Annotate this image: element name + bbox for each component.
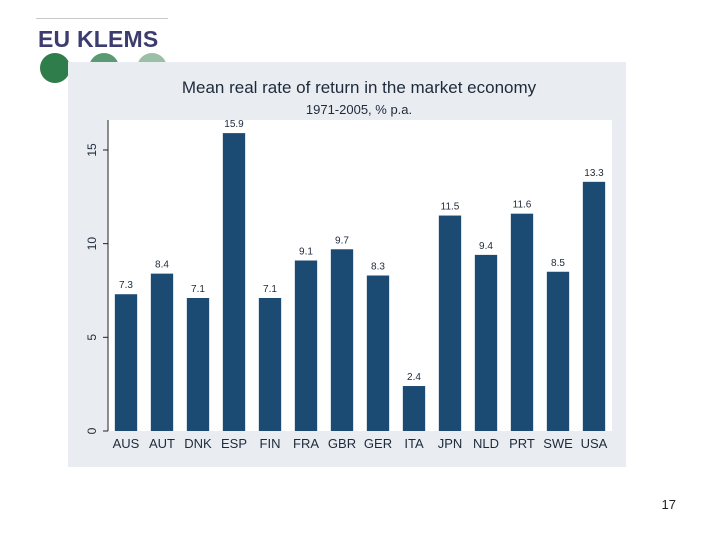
data-label: 8.3: [371, 262, 385, 273]
header-rule: [36, 18, 168, 19]
x-tick-label: GBR: [328, 436, 356, 451]
chart-subtitle: 1971-2005, % p.a.: [306, 102, 412, 117]
data-label: 8.5: [551, 258, 565, 269]
y-axis: 0 5 10 15: [85, 143, 108, 434]
x-tick-label: ITA: [404, 436, 424, 451]
chart-title: Mean real rate of return in the market e…: [182, 78, 537, 97]
y-tick-label: 10: [85, 237, 99, 251]
bar-chart: Mean real rate of return in the market e…: [85, 78, 612, 451]
x-tick-label: DNK: [184, 436, 212, 451]
plot-area: [108, 120, 612, 431]
bar-ger: [366, 275, 390, 431]
bar-aut: [150, 273, 174, 431]
data-label: 7.3: [119, 280, 133, 291]
x-tick-label: FRA: [293, 436, 319, 451]
x-tick-label: SWE: [543, 436, 573, 451]
bar-fra: [294, 260, 318, 431]
bar-swe: [546, 271, 570, 431]
data-label: 7.1: [263, 284, 277, 295]
x-tick-label: JPN: [438, 436, 463, 451]
data-labels: 7.3 8.4 7.1 15.9 7.1 9.1 9.7 8.3 2.4 11.5 9.4 11.6 8…: [119, 119, 604, 383]
brand-logo-text: EU KLEMS: [38, 26, 159, 52]
y-tick-label: 0: [85, 427, 99, 434]
x-tick-label: FIN: [260, 436, 281, 451]
bar-nld: [474, 254, 498, 431]
bar-fin: [258, 297, 282, 431]
bar-dnk: [186, 297, 210, 431]
slide-number: 17: [661, 497, 676, 512]
x-tick-label: USA: [581, 436, 608, 451]
bar-esp: [222, 133, 246, 432]
x-tick-label: NLD: [473, 436, 499, 451]
data-label: 11.5: [441, 202, 460, 213]
data-label: 9.7: [335, 235, 349, 246]
bar-ita: [402, 386, 426, 431]
y-tick-label: 15: [85, 143, 99, 157]
x-axis: AUS AUT DNK ESP FIN FRA GBR GER ITA JPN NLD PRT SWE U…: [113, 436, 608, 451]
x-tick-label: GER: [364, 436, 392, 451]
bar-usa: [582, 181, 606, 431]
x-tick-label: AUS: [113, 436, 140, 451]
bar-gbr: [330, 249, 354, 431]
data-label: 9.1: [299, 247, 313, 258]
bar-prt: [510, 213, 534, 431]
x-tick-label: PRT: [509, 436, 535, 451]
data-label: 11.6: [513, 200, 532, 211]
bars: [114, 133, 606, 432]
data-label: 15.9: [224, 119, 244, 130]
data-label: 2.4: [407, 372, 421, 383]
data-label: 13.3: [584, 168, 604, 179]
data-label: 9.4: [479, 241, 493, 252]
bar-aus: [114, 294, 138, 431]
y-tick-label: 5: [85, 334, 99, 341]
brand-dot-dark: [40, 53, 70, 83]
bar-jpn: [438, 215, 462, 431]
x-tick-label: ESP: [221, 436, 247, 451]
x-tick-label: AUT: [149, 436, 175, 451]
data-label: 7.1: [191, 284, 205, 295]
data-label: 8.4: [155, 260, 169, 271]
